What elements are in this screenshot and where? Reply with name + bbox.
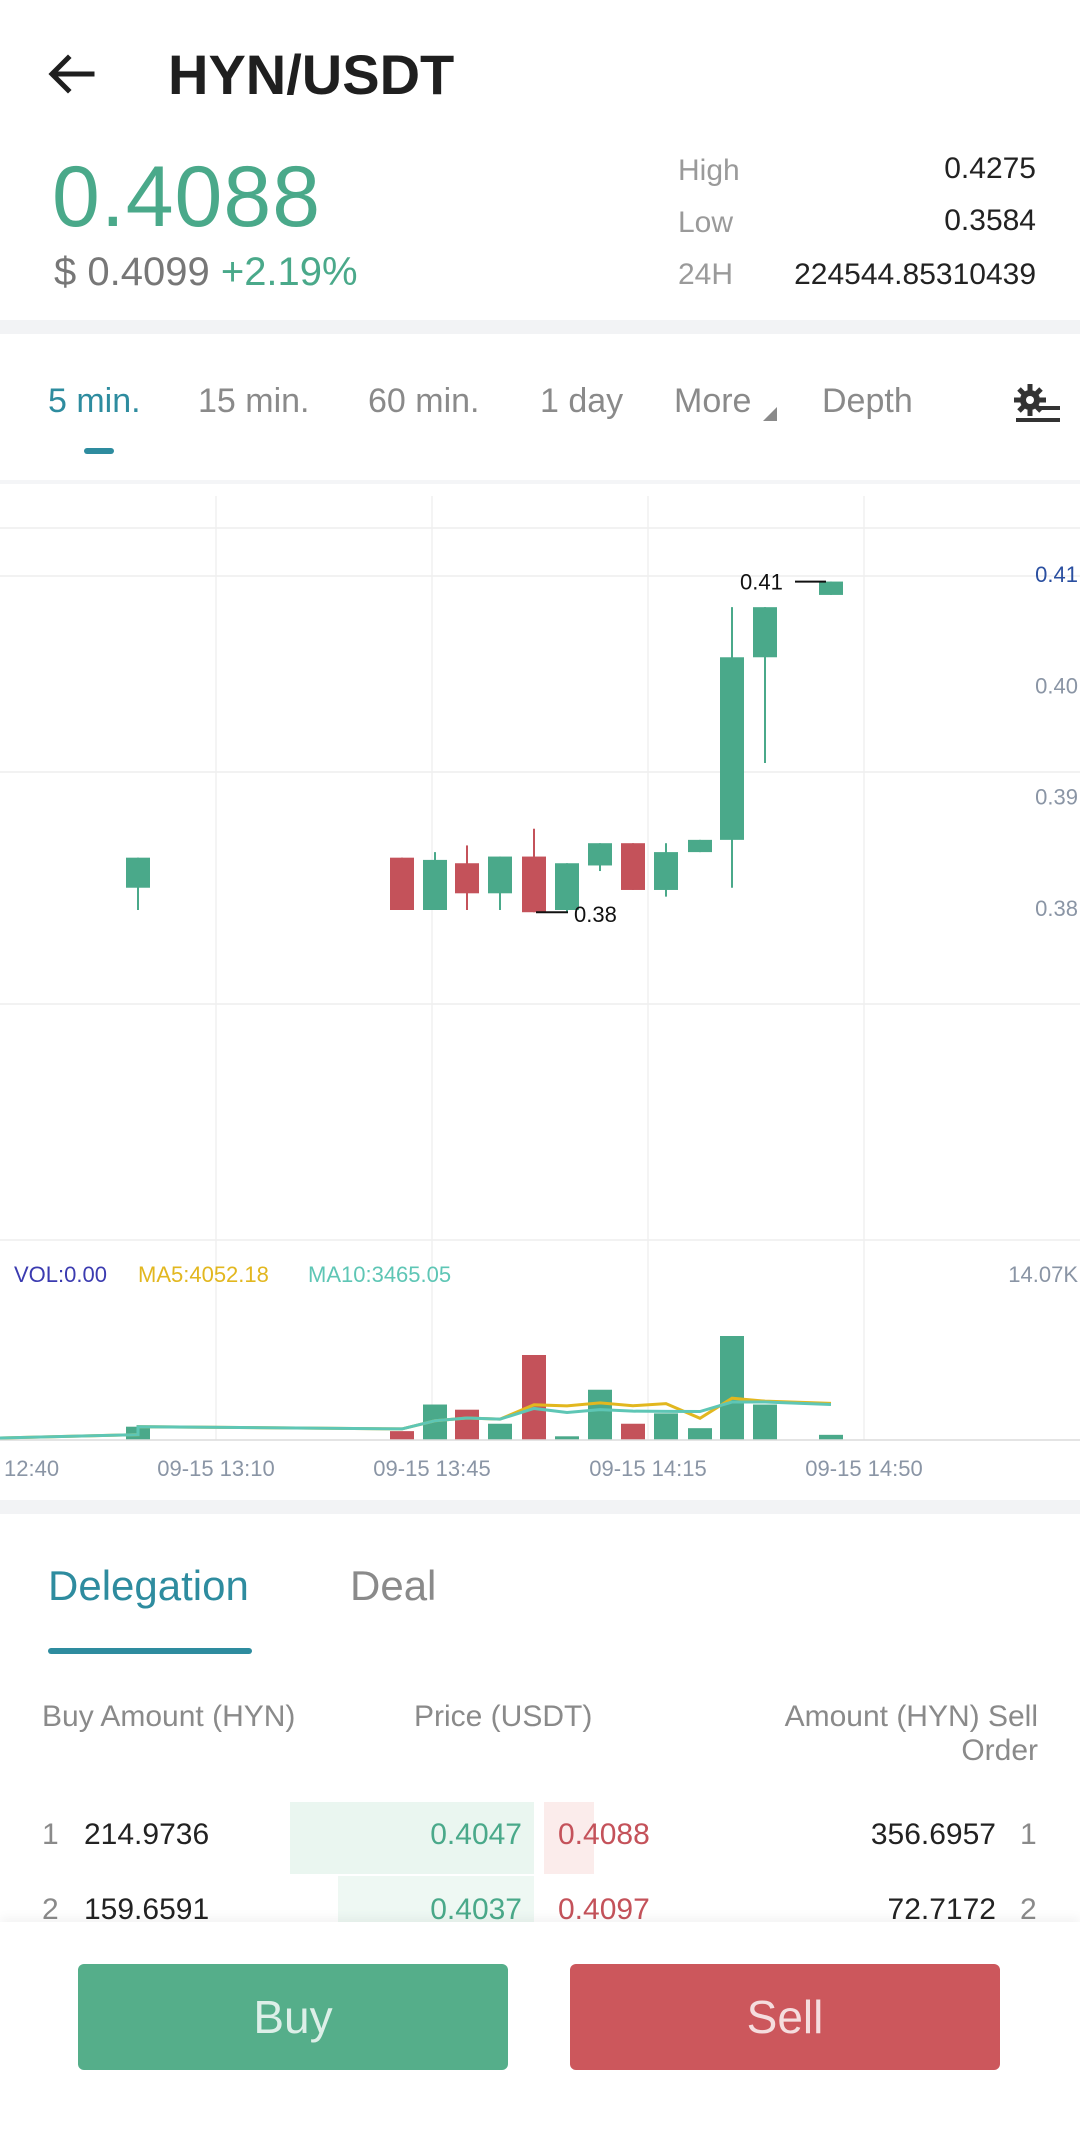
tab-more[interactable]: More [674, 382, 777, 421]
candle-body [720, 657, 744, 840]
price-axis-label: 0.40 [1035, 673, 1078, 698]
buy-amount[interactable]: 214.9736 [84, 1818, 210, 1851]
stat-low-label: Low [678, 206, 734, 239]
tab-deal[interactable]: Deal [350, 1562, 437, 1609]
volume-bar [819, 1434, 843, 1440]
active-tab-indicator [48, 1648, 252, 1654]
volume-bar [455, 1409, 479, 1440]
dropdown-triangle-icon [762, 407, 777, 421]
max-price-marker: 0.41 [740, 570, 783, 595]
tab-delegation[interactable]: Delegation [48, 1562, 249, 1609]
sell-depth-bar [544, 1802, 594, 1874]
stat-high-value: 0.4275 [944, 152, 1036, 185]
volume-bar [753, 1404, 777, 1440]
tab-1-day[interactable]: 1 day [540, 382, 624, 420]
buy-price[interactable]: 0.4047 [430, 1818, 522, 1851]
time-axis-label: 09-15 14:15 [589, 1456, 706, 1481]
candlestick-chart[interactable]: 0.41 0.38 0.41 0.40 0.39 0.38 VOL:0.00 MA5:… [0, 496, 1080, 1500]
buy-depth-bar [338, 1876, 534, 1922]
volume-bar [390, 1431, 414, 1440]
candle-body [688, 839, 712, 853]
volume-bar [654, 1413, 678, 1440]
time-axis-label: 09-15 14:50 [805, 1456, 922, 1481]
volume-axis-max: 14.07K [1008, 1262, 1078, 1287]
volume-bar [555, 1436, 579, 1440]
tab-5-min[interactable]: 5 min. [48, 382, 141, 420]
candle-body [423, 859, 447, 910]
back-arrow-icon[interactable] [42, 44, 102, 104]
ma10-line [0, 1400, 832, 1440]
volume-bar [588, 1389, 612, 1440]
candle-body [588, 843, 612, 866]
row-index: 2 [42, 1893, 59, 1926]
tab-more-label: More [674, 382, 752, 420]
divider [0, 480, 1080, 484]
time-axis-label: 09-15 13:45 [373, 1456, 490, 1481]
usd-price: $ 0.4099 [54, 250, 210, 294]
page-title: HYN/USDT [168, 43, 455, 106]
sell-price[interactable]: 0.4097 [558, 1893, 650, 1926]
divider [0, 320, 1080, 334]
active-tab-indicator [84, 448, 114, 454]
buy-depth-bar [290, 1802, 534, 1874]
row-index: 1 [1020, 1818, 1037, 1851]
row-index: 2 [1020, 1893, 1037, 1926]
volume-bar [688, 1428, 712, 1440]
stat-24h-label: 24H [678, 258, 734, 291]
sell-amount[interactable]: 72.7172 [887, 1893, 996, 1926]
ma5-label: MA5:4052.18 [138, 1262, 269, 1287]
sell-price[interactable]: 0.4088 [558, 1818, 650, 1851]
sell-button[interactable]: Sell [570, 1964, 1000, 2070]
stat-low-value: 0.3584 [944, 204, 1036, 237]
ma10-label: MA10:3465.05 [308, 1262, 451, 1287]
price-axis-label: 0.41 [1035, 562, 1078, 587]
header-sell-amount: Amount (HYN) Sell Order [784, 1700, 1038, 1767]
sell-amount[interactable]: 356.6957 [870, 1818, 996, 1851]
volume-bar [488, 1423, 512, 1440]
stat-24h-value: 224544.85310439 [794, 258, 1036, 291]
candle-body [390, 857, 414, 910]
last-price: 0.4088 [52, 149, 322, 245]
price-change: +2.19% [220, 250, 358, 294]
time-axis-label: 12:40 [4, 1456, 59, 1481]
header-buy-amount: Buy Amount (HYN) [42, 1700, 296, 1733]
stat-high-label: High [678, 154, 740, 187]
candle-body [654, 852, 678, 890]
time-axis-label: 09-15 13:10 [157, 1456, 274, 1481]
tab-depth[interactable]: Depth [822, 382, 913, 420]
min-price-marker: 0.38 [574, 902, 617, 927]
volume-layer [0, 1336, 1080, 1441]
usd-price-line: $ 0.4099 +2.19% [54, 250, 358, 295]
buy-price[interactable]: 0.4037 [430, 1893, 522, 1926]
candle-body [555, 863, 579, 910]
candle-body [126, 857, 150, 888]
app-header: HYN/USDT [0, 0, 1080, 150]
volume-bar [522, 1354, 546, 1440]
row-index: 1 [42, 1818, 59, 1851]
candle-body [522, 856, 546, 913]
candle-body [621, 843, 645, 890]
buy-amount[interactable]: 159.6591 [84, 1893, 210, 1926]
candle-body [819, 581, 843, 595]
chart-grid [0, 496, 1080, 1441]
candle-body [488, 856, 512, 894]
candle-body [753, 607, 777, 658]
tab-15-min[interactable]: 15 min. [198, 382, 310, 420]
buy-button[interactable]: Buy [78, 1964, 508, 2070]
volume-bar [720, 1336, 744, 1440]
chart-settings-icon[interactable] [1012, 382, 1060, 430]
price-axis-label: 0.39 [1035, 785, 1078, 810]
price-axis: 0.41 0.40 0.39 0.38 [1035, 562, 1078, 921]
volume-bar [621, 1423, 645, 1440]
candles-layer [126, 581, 843, 913]
time-axis: 12:40 09-15 13:10 09-15 13:45 09-15 14:15 09… [4, 1456, 923, 1481]
candle-body [455, 863, 479, 894]
price-axis-label: 0.38 [1035, 896, 1078, 921]
tab-60-min[interactable]: 60 min. [368, 382, 480, 420]
divider [0, 1500, 1080, 1514]
vol-label: VOL:0.00 [14, 1262, 107, 1287]
header-price: Price (USDT) [414, 1700, 593, 1733]
